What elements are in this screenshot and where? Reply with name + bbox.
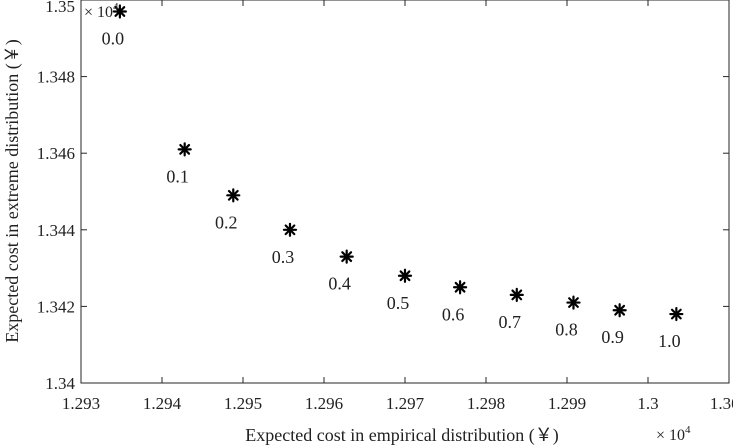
data-point-0 xyxy=(112,4,127,19)
x-axis: 1.293 1.294 1.295 1.296 1.297 1.298 1.299 1.3 1.… xyxy=(62,0,733,413)
point-label: 0.4 xyxy=(328,274,351,294)
x-tick-label: 1.298 xyxy=(467,394,505,413)
data-point-1 xyxy=(177,142,192,157)
x-tick-label: 1.3 xyxy=(637,394,658,413)
point-label: 0.0 xyxy=(102,28,125,48)
y-axis-label: Expected cost in extreme distribution (￥… xyxy=(2,39,23,342)
x-tick-label: 1.293 xyxy=(62,394,100,413)
point-label: 0.8 xyxy=(555,320,578,340)
data-point-4 xyxy=(339,249,354,264)
point-label: 0.7 xyxy=(499,312,522,332)
x-tick-label: 1.301 xyxy=(710,394,733,413)
plot-area xyxy=(80,0,730,384)
data-points: 0.0 0.1 0.2 0.3 0.4 0.5 0.6 0.7 0.8 0.9 1.0 xyxy=(102,4,684,351)
data-point-6 xyxy=(452,280,468,295)
y-tick-label: 1.344 xyxy=(37,221,76,240)
point-label: 0.3 xyxy=(272,247,295,267)
point-label: 0.2 xyxy=(215,212,238,232)
y-tick-label: 1.35 xyxy=(45,0,75,16)
x-axis-label: Expected cost in empirical distribution … xyxy=(245,425,558,446)
x-multiplier: × 104 xyxy=(656,424,691,444)
y-tick-label: 1.346 xyxy=(37,144,75,163)
data-point-8 xyxy=(566,295,581,310)
point-label: 1.0 xyxy=(658,331,681,351)
x-tick-label: 1.297 xyxy=(386,394,425,413)
data-point-10 xyxy=(669,306,684,322)
x-tick-label: 1.296 xyxy=(305,394,343,413)
y-tick-label: 1.34 xyxy=(45,374,75,393)
point-label: 0.5 xyxy=(387,293,410,313)
y-multiplier: × 104 xyxy=(84,1,119,21)
point-label: 0.9 xyxy=(601,327,624,347)
y-tick-label: 1.342 xyxy=(37,297,75,316)
data-point-2 xyxy=(226,188,241,203)
x-tick-label: 1.299 xyxy=(548,394,586,413)
data-point-9 xyxy=(612,303,627,318)
data-point-5 xyxy=(397,268,413,283)
point-label: 0.1 xyxy=(166,166,189,186)
x-tick-label: 1.294 xyxy=(143,394,182,413)
data-point-3 xyxy=(282,222,298,237)
data-point-7 xyxy=(509,287,524,303)
point-label: 0.6 xyxy=(442,304,465,324)
y-tick-label: 1.348 xyxy=(37,68,75,87)
y-axis: 1.34 1.342 1.344 1.346 1.348 1.35 xyxy=(37,0,729,393)
x-tick-label: 1.295 xyxy=(224,394,262,413)
